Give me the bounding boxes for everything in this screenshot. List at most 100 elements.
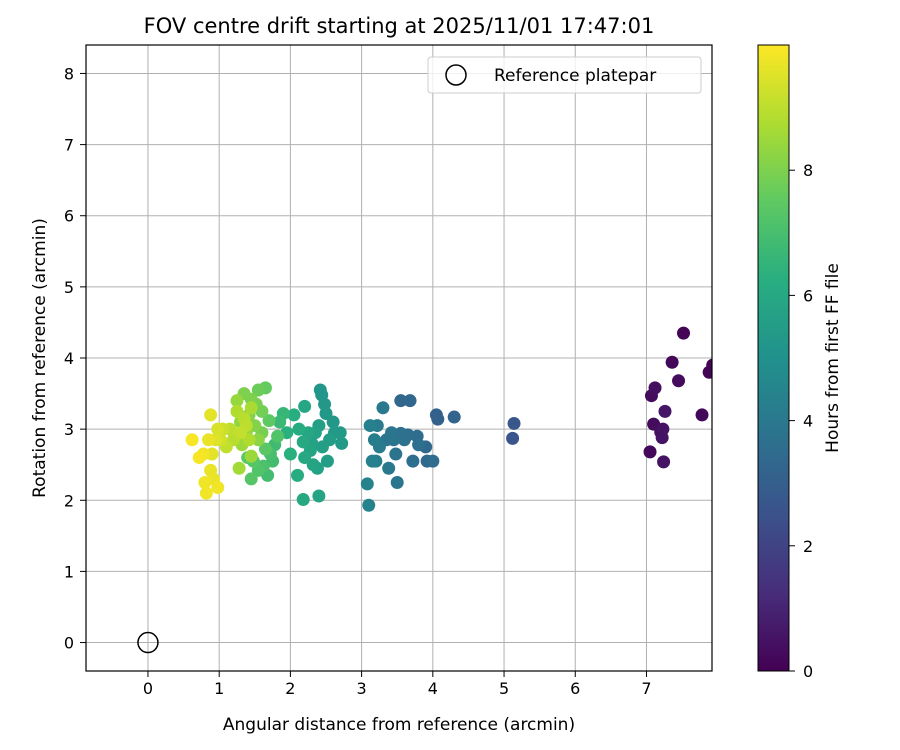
data-point [412, 438, 426, 452]
data-point [335, 436, 349, 450]
x-tick-label: 5 [499, 679, 509, 698]
data-point [244, 449, 258, 463]
x-tick-label: 3 [357, 679, 367, 698]
data-point [287, 408, 301, 422]
x-axis-ticks: 0 1 2 3 4 5 6 7 [143, 671, 652, 698]
data-point [242, 433, 256, 447]
colorbar-tick-label: 6 [803, 286, 813, 305]
y-tick-label: 5 [64, 278, 74, 297]
data-point [507, 416, 521, 430]
legend-box [427, 56, 702, 94]
data-point [656, 422, 670, 436]
data-point [234, 426, 248, 440]
data-point [273, 415, 287, 429]
y-tick-label: 0 [64, 634, 74, 653]
data-point [365, 454, 379, 468]
x-tick-label: 7 [641, 679, 651, 698]
x-tick-label: 2 [285, 679, 295, 698]
data-point [292, 422, 306, 436]
colorbar-gradient [757, 44, 790, 672]
data-point [251, 433, 265, 447]
grid [86, 45, 712, 671]
data-point [198, 475, 212, 489]
data-point [315, 440, 329, 454]
data-point [232, 461, 246, 475]
data-point [320, 454, 334, 468]
data-point [319, 406, 333, 420]
data-point [296, 435, 310, 449]
data-point [306, 458, 320, 472]
legend-marker [445, 64, 467, 86]
data-point [283, 447, 297, 461]
data-point [390, 475, 404, 489]
data-point [394, 394, 408, 408]
data-point [271, 429, 285, 443]
data-point [648, 381, 662, 395]
colorbar-ticks: 0 2 4 6 8 [789, 161, 813, 681]
data-point [431, 412, 445, 426]
legend: Reference platepar [427, 56, 702, 94]
data-point [211, 480, 225, 494]
data-point [258, 442, 272, 456]
data-point [382, 461, 396, 475]
data-point [296, 493, 310, 507]
data-point [506, 431, 520, 445]
x-tick-label: 4 [428, 679, 438, 698]
colorbar-tick-label: 4 [803, 412, 813, 431]
y-tick-label: 4 [64, 349, 74, 368]
data-point [262, 414, 276, 428]
data-point [244, 401, 258, 415]
x-tick-label: 6 [570, 679, 580, 698]
data-point [406, 454, 420, 468]
colorbar-label: Hours from first FF file [823, 263, 843, 453]
x-tick-label: 1 [214, 679, 224, 698]
data-point [244, 472, 258, 486]
data-point [360, 477, 374, 491]
legend-label: Reference platepar [494, 66, 656, 86]
y-tick-label: 2 [64, 491, 74, 510]
data-point [326, 415, 340, 429]
data-point [367, 433, 381, 447]
data-point [204, 408, 218, 422]
y-tick-label: 3 [64, 420, 74, 439]
data-point [312, 489, 326, 503]
x-tick-label: 0 [143, 679, 153, 698]
y-axis-label: Rotation from reference (arcmin) [30, 218, 50, 498]
data-point [447, 410, 461, 424]
colorbar: 0 2 4 6 8 Hours from first FF file [757, 44, 843, 681]
y-tick-label: 1 [64, 562, 74, 581]
colorbar-tick-label: 2 [803, 537, 813, 556]
reference-point-marker [137, 631, 159, 654]
data-point [389, 447, 403, 461]
data-point [211, 422, 225, 436]
data-point [643, 445, 657, 459]
data-point [376, 401, 390, 415]
data-point [385, 426, 399, 440]
y-tick-label: 7 [64, 136, 74, 155]
y-axis-ticks: 0 1 2 3 4 5 6 7 8 [64, 64, 86, 653]
data-point [185, 433, 199, 447]
y-tick-label: 6 [64, 207, 74, 226]
data-point [362, 498, 376, 512]
data-point [298, 451, 312, 465]
data-point [298, 399, 312, 413]
data-point [230, 394, 244, 408]
data-point [199, 486, 213, 500]
data-point [291, 468, 305, 482]
data-point [192, 451, 206, 465]
data-points [185, 326, 712, 512]
data-point [665, 355, 679, 369]
y-tick-label: 8 [64, 64, 74, 83]
chart-title: FOV centre drift starting at 2025/11/01 … [144, 14, 655, 38]
data-point [658, 404, 672, 418]
data-point [702, 365, 712, 379]
data-point [426, 454, 440, 468]
data-point [672, 374, 686, 388]
colorbar-tick-label: 8 [803, 161, 813, 180]
data-point [251, 383, 265, 397]
colorbar-tick-label: 0 [803, 662, 813, 681]
data-point [201, 433, 215, 447]
data-point [657, 455, 671, 469]
data-point [677, 326, 691, 340]
